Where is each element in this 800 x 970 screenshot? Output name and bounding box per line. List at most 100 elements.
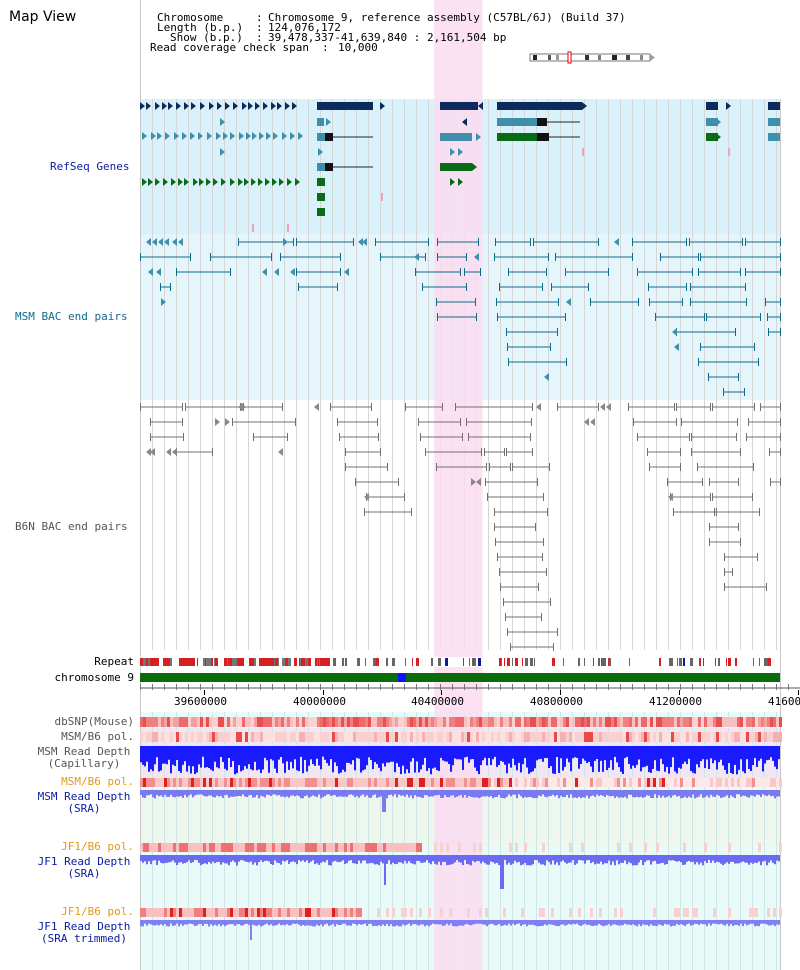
depth-bar xyxy=(418,855,420,861)
depth-bar xyxy=(248,920,250,925)
gene-arrow xyxy=(151,132,156,140)
gene-block xyxy=(768,118,780,126)
heat-cell xyxy=(608,778,611,787)
depth-bar xyxy=(300,920,302,927)
depth-bar xyxy=(216,920,218,926)
heat-cell xyxy=(569,732,572,742)
track-label-b6n-bac[interactable]: B6N BAC end pairs xyxy=(15,520,128,533)
heat-cell xyxy=(338,717,341,727)
depth-bar xyxy=(580,920,582,927)
depth-bar xyxy=(726,790,728,796)
heat-cell xyxy=(368,717,371,727)
heat-cell xyxy=(713,732,716,742)
depth-bar xyxy=(310,790,312,797)
heat-cell xyxy=(545,732,548,742)
depth-bar xyxy=(610,920,612,926)
depth-bar xyxy=(424,790,426,796)
depth-bar xyxy=(266,790,268,795)
heat-cell xyxy=(242,732,245,742)
heat-cell xyxy=(341,908,344,917)
depth-bar xyxy=(638,920,640,925)
depth-bar xyxy=(448,790,450,798)
depth-bar xyxy=(496,790,498,798)
depth-bar xyxy=(400,790,402,796)
depth-bar xyxy=(762,790,764,795)
heat-cell xyxy=(554,717,557,727)
depth-bar xyxy=(598,790,600,797)
depth-bar xyxy=(190,920,192,924)
heat-cell xyxy=(278,732,281,742)
depth-bar xyxy=(708,746,710,769)
depth-bar xyxy=(194,920,196,927)
heat-cell xyxy=(260,843,263,852)
gene-marker xyxy=(728,148,730,156)
heat-cell xyxy=(407,778,410,787)
depth-bar xyxy=(362,855,364,861)
heat-cell xyxy=(725,732,728,742)
heat-cell xyxy=(173,843,176,852)
heat-cell xyxy=(656,778,659,787)
depth-bar xyxy=(604,746,606,761)
depth-bar xyxy=(638,855,640,863)
heat-cell xyxy=(419,717,422,727)
heat-cell xyxy=(416,778,419,787)
heat-cell xyxy=(401,843,404,852)
depth-bar xyxy=(638,746,640,760)
depth-bar xyxy=(514,855,516,861)
depth-bar xyxy=(346,790,348,797)
depth-bar xyxy=(284,920,286,926)
depth-bar xyxy=(460,746,462,760)
depth-bar xyxy=(386,855,388,864)
heat-cell xyxy=(422,778,425,787)
gene-arrow xyxy=(221,178,226,186)
heat-cell xyxy=(479,778,482,787)
gene-arrow xyxy=(282,132,287,140)
track-label-refseq[interactable]: RefSeq Genes xyxy=(50,160,130,173)
depth-bar xyxy=(318,746,320,766)
depth-bar xyxy=(740,920,742,924)
heat-cell xyxy=(746,778,749,787)
repeat-element xyxy=(345,658,347,666)
heat-cell xyxy=(275,717,278,727)
depth-bar xyxy=(606,920,608,926)
heat-cell xyxy=(674,778,677,787)
heat-cell xyxy=(371,843,374,852)
heat-cell xyxy=(686,732,689,742)
heat-cell xyxy=(356,717,359,727)
heat-cell xyxy=(467,908,470,917)
depth-bar xyxy=(182,920,184,926)
heat-cell xyxy=(737,778,740,787)
bac-end-arrow xyxy=(474,253,479,261)
heat-cell xyxy=(446,778,449,787)
depth-bar xyxy=(258,920,260,925)
bac-end-arrow xyxy=(544,373,549,381)
bac-end-arrow xyxy=(148,268,153,276)
heat-cell xyxy=(161,717,164,727)
heat-cell xyxy=(224,732,227,742)
repeat-element xyxy=(728,658,731,666)
heat-cell xyxy=(287,717,290,727)
heat-cell xyxy=(779,717,782,727)
jf1-b6-pol-track-2 xyxy=(140,908,782,917)
depth-bar xyxy=(660,746,662,759)
depth-bar xyxy=(224,790,226,796)
heat-cell xyxy=(605,778,608,787)
depth-bar xyxy=(216,790,218,796)
heat-cell xyxy=(728,843,731,852)
heat-cell xyxy=(314,778,317,787)
depth-bar xyxy=(220,746,222,758)
depth-bar xyxy=(372,920,374,927)
depth-bar xyxy=(408,790,410,798)
depth-bar xyxy=(246,920,248,924)
depth-bar xyxy=(278,746,280,760)
track-label-msm-bac[interactable]: MSM BAC end pairs xyxy=(15,310,128,323)
depth-bar xyxy=(474,855,476,863)
show-key: Show (b.p.) xyxy=(170,31,243,44)
heat-cell xyxy=(611,778,614,787)
depth-bar xyxy=(428,855,430,863)
depth-bar xyxy=(772,855,774,863)
depth-bar xyxy=(352,746,354,761)
coverage-value: 10,000 xyxy=(338,41,378,54)
heat-cell xyxy=(449,717,452,727)
depth-bar xyxy=(454,855,456,863)
